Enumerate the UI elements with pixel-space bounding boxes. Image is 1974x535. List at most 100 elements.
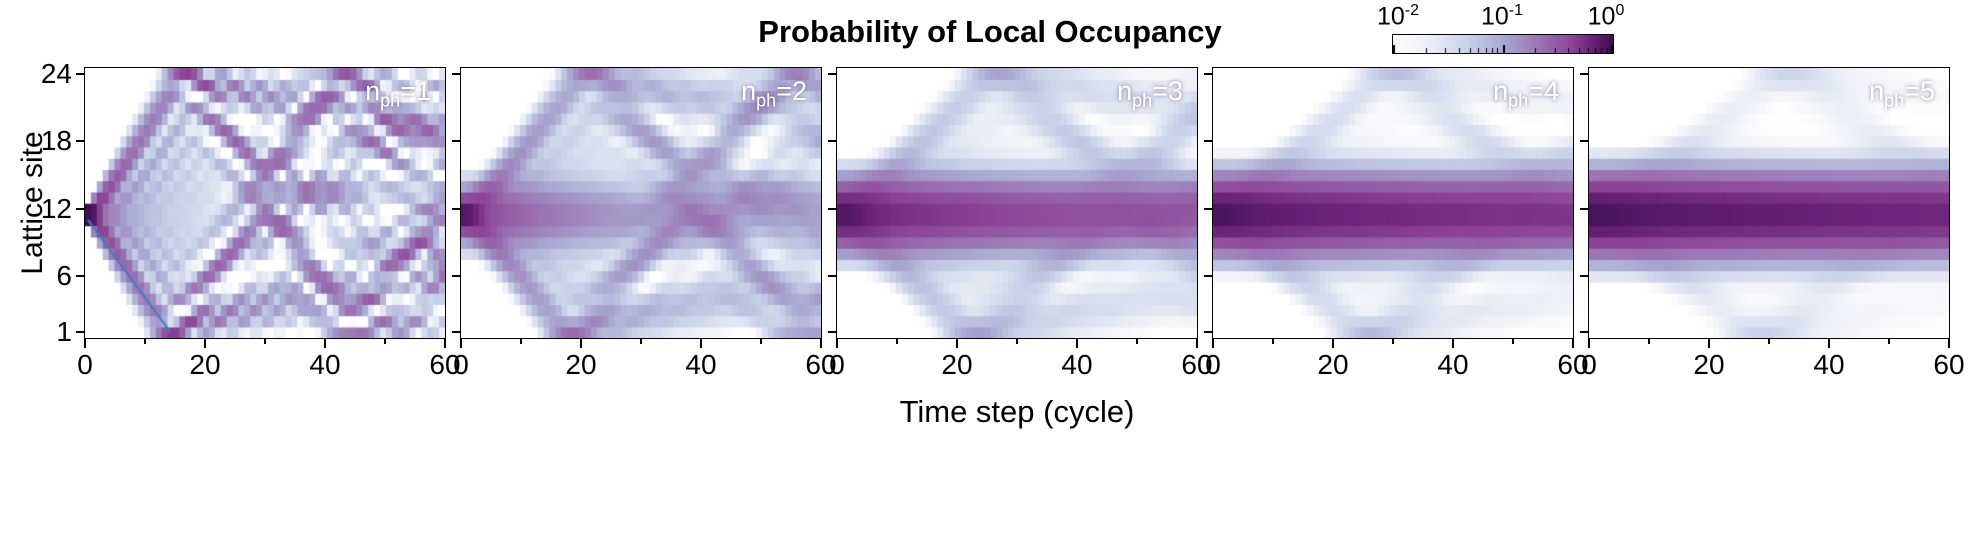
y-tick xyxy=(828,331,837,334)
y-axis-tick-label: 24 xyxy=(40,57,72,89)
y-axis-tick-label: 18 xyxy=(40,125,72,157)
figure-title: Probability of Local Occupancy xyxy=(758,14,1222,49)
x-minor-tick xyxy=(1768,339,1770,344)
x-minor-tick xyxy=(1392,339,1394,344)
x-axis-tick-label: 20 xyxy=(941,349,973,380)
x-axis-tick-label: 0 xyxy=(77,349,93,380)
heatmap-canvas xyxy=(836,67,1198,339)
x-tick xyxy=(204,339,206,348)
y-axis-tick-label: 1 xyxy=(56,316,72,348)
x-axis-title: Time step (cycle) xyxy=(899,394,1135,429)
x-tick xyxy=(1076,339,1078,348)
y-tick xyxy=(828,140,837,143)
x-tick xyxy=(1332,339,1334,348)
x-axis-tick-label: 60 xyxy=(1933,349,1965,380)
x-tick xyxy=(324,339,326,348)
x-axis-tick-label: 0 xyxy=(1581,349,1597,380)
panel-label: nph=4 xyxy=(1493,76,1559,111)
heatmap-panels: nph=1 0 20 40 60 nph=2 0 20 40 60 nph=3 0 20 40 6… xyxy=(76,67,1965,380)
x-axis-tick-label: 60 xyxy=(1181,349,1213,380)
x-axis-tick-label: 0 xyxy=(829,349,845,380)
x-tick xyxy=(1948,339,1950,348)
heatmap-panel: nph=5 0 20 40 60 xyxy=(1580,67,1965,380)
x-tick xyxy=(1196,339,1198,348)
x-minor-tick xyxy=(760,339,762,344)
x-tick xyxy=(700,339,702,348)
x-tick xyxy=(1212,339,1214,348)
y-tick xyxy=(76,207,85,210)
x-tick xyxy=(1452,339,1454,348)
panel-label: nph=2 xyxy=(741,76,807,111)
x-tick xyxy=(1588,339,1590,348)
heatmap-canvas xyxy=(460,67,822,339)
x-axis-tick-label: 20 xyxy=(1693,349,1725,380)
x-minor-tick xyxy=(384,339,386,344)
heatmap-panel: nph=4 0 20 40 60 xyxy=(1204,67,1589,380)
y-tick xyxy=(1204,275,1213,278)
x-minor-tick xyxy=(1888,339,1890,344)
x-minor-tick xyxy=(640,339,642,344)
y-axis-tick-label: 12 xyxy=(40,192,72,224)
y-tick xyxy=(452,140,461,143)
panel-label: nph=1 xyxy=(365,76,431,111)
y-tick xyxy=(76,72,85,75)
y-tick xyxy=(76,331,85,334)
x-axis-tick-label: 60 xyxy=(1557,349,1589,380)
x-axis-tick-label: 20 xyxy=(565,349,597,380)
y-tick xyxy=(452,275,461,278)
colorbar-tick-label: 10-1 xyxy=(1480,2,1524,31)
heatmap-canvas xyxy=(1212,67,1574,339)
y-tick xyxy=(1580,207,1589,210)
heatmap-panel: nph=2 0 20 40 60 xyxy=(452,67,837,380)
heatmap-panel: nph=1 0 20 40 60 xyxy=(76,67,461,380)
heatmap-canvas xyxy=(1588,67,1950,339)
x-minor-tick xyxy=(896,339,898,344)
x-axis-tick-label: 40 xyxy=(1813,349,1845,380)
x-minor-tick xyxy=(1016,339,1018,344)
x-minor-tick xyxy=(144,339,146,344)
y-tick xyxy=(828,275,837,278)
y-tick xyxy=(1580,72,1589,75)
x-axis-tick-label: 40 xyxy=(309,349,341,380)
x-axis-tick-label: 40 xyxy=(1437,349,1469,380)
y-tick xyxy=(1580,331,1589,334)
colorbar-tick-label: 10-2 xyxy=(1376,2,1420,31)
x-minor-tick xyxy=(264,339,266,344)
y-axis-tick-label: 6 xyxy=(56,260,72,292)
y-tick xyxy=(452,331,461,334)
x-tick xyxy=(1572,339,1574,348)
y-tick xyxy=(1580,275,1589,278)
x-tick xyxy=(84,339,86,348)
y-tick xyxy=(452,72,461,75)
x-axis-tick-label: 20 xyxy=(1317,349,1349,380)
x-tick xyxy=(1708,339,1710,348)
x-minor-tick xyxy=(1512,339,1514,344)
colorbar: 10-2 10-1 100 xyxy=(1377,2,1624,54)
y-axis-tick-labels: 1 6 12 18 24 xyxy=(0,58,72,348)
x-tick xyxy=(444,339,446,348)
x-tick xyxy=(956,339,958,348)
x-tick xyxy=(460,339,462,348)
x-tick xyxy=(580,339,582,348)
x-minor-tick xyxy=(520,339,522,344)
x-axis-tick-label: 0 xyxy=(1205,349,1221,380)
colorbar-tick-labels: 10-2 10-1 100 xyxy=(1377,2,1624,34)
y-tick xyxy=(452,207,461,210)
y-tick xyxy=(76,275,85,278)
x-axis-tick-label: 40 xyxy=(1061,349,1093,380)
x-minor-tick xyxy=(1272,339,1274,344)
y-tick xyxy=(828,72,837,75)
x-tick xyxy=(1828,339,1830,348)
panel-label: nph=5 xyxy=(1869,76,1935,111)
x-minor-tick xyxy=(1136,339,1138,344)
x-axis-tick-label: 40 xyxy=(685,349,717,380)
x-tick xyxy=(836,339,838,348)
y-tick xyxy=(1204,207,1213,210)
x-axis-tick-label: 0 xyxy=(453,349,469,380)
y-tick xyxy=(1204,140,1213,143)
heatmap-canvas xyxy=(84,67,446,339)
colorbar-gradient xyxy=(1392,34,1614,54)
x-tick xyxy=(820,339,822,348)
y-tick xyxy=(1580,140,1589,143)
